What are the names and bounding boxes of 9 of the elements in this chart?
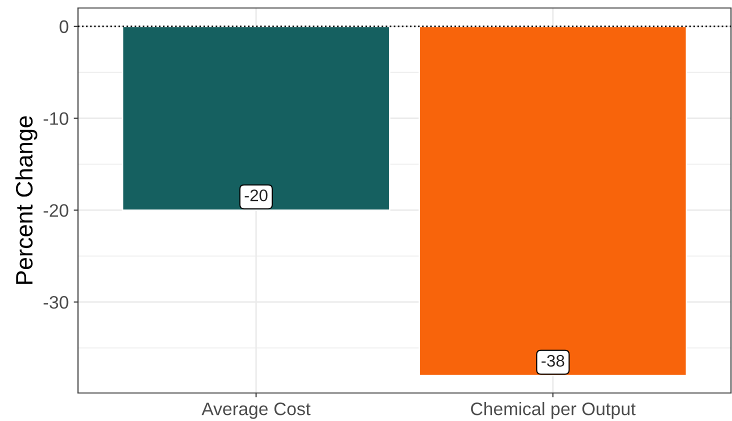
data-label: -38: [542, 354, 564, 367]
y-tick-label: 0: [60, 20, 68, 34]
y-axis-title: Percent Change: [15, 116, 38, 284]
y-tick-label: -30: [44, 296, 68, 309]
y-tick-label: -20: [44, 204, 68, 217]
y-tick-label: -10: [44, 112, 68, 125]
data-label: -20: [244, 189, 268, 202]
x-tick-label: Average Cost: [202, 402, 310, 419]
x-tick-label: Chemical per Output: [471, 402, 636, 419]
